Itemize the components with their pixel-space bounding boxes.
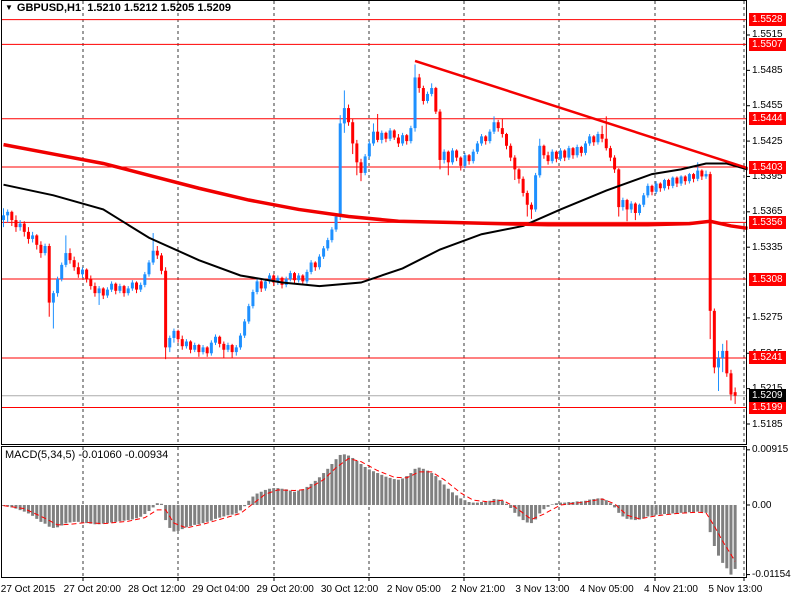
chart-title: ▼ GBPUSD,H1 1.5210 1.5212 1.5205 1.5209 bbox=[5, 2, 231, 14]
chart-dropdown-icon: ▼ bbox=[5, 3, 13, 12]
chart-ohlc-values: 1.5210 1.5212 1.5205 1.5209 bbox=[87, 2, 231, 14]
chart-symbol-period: GBPUSD,H1 bbox=[16, 2, 82, 14]
macd-indicator-label: MACD(5,34,5) -0.01060 -0.00934 bbox=[5, 449, 169, 461]
